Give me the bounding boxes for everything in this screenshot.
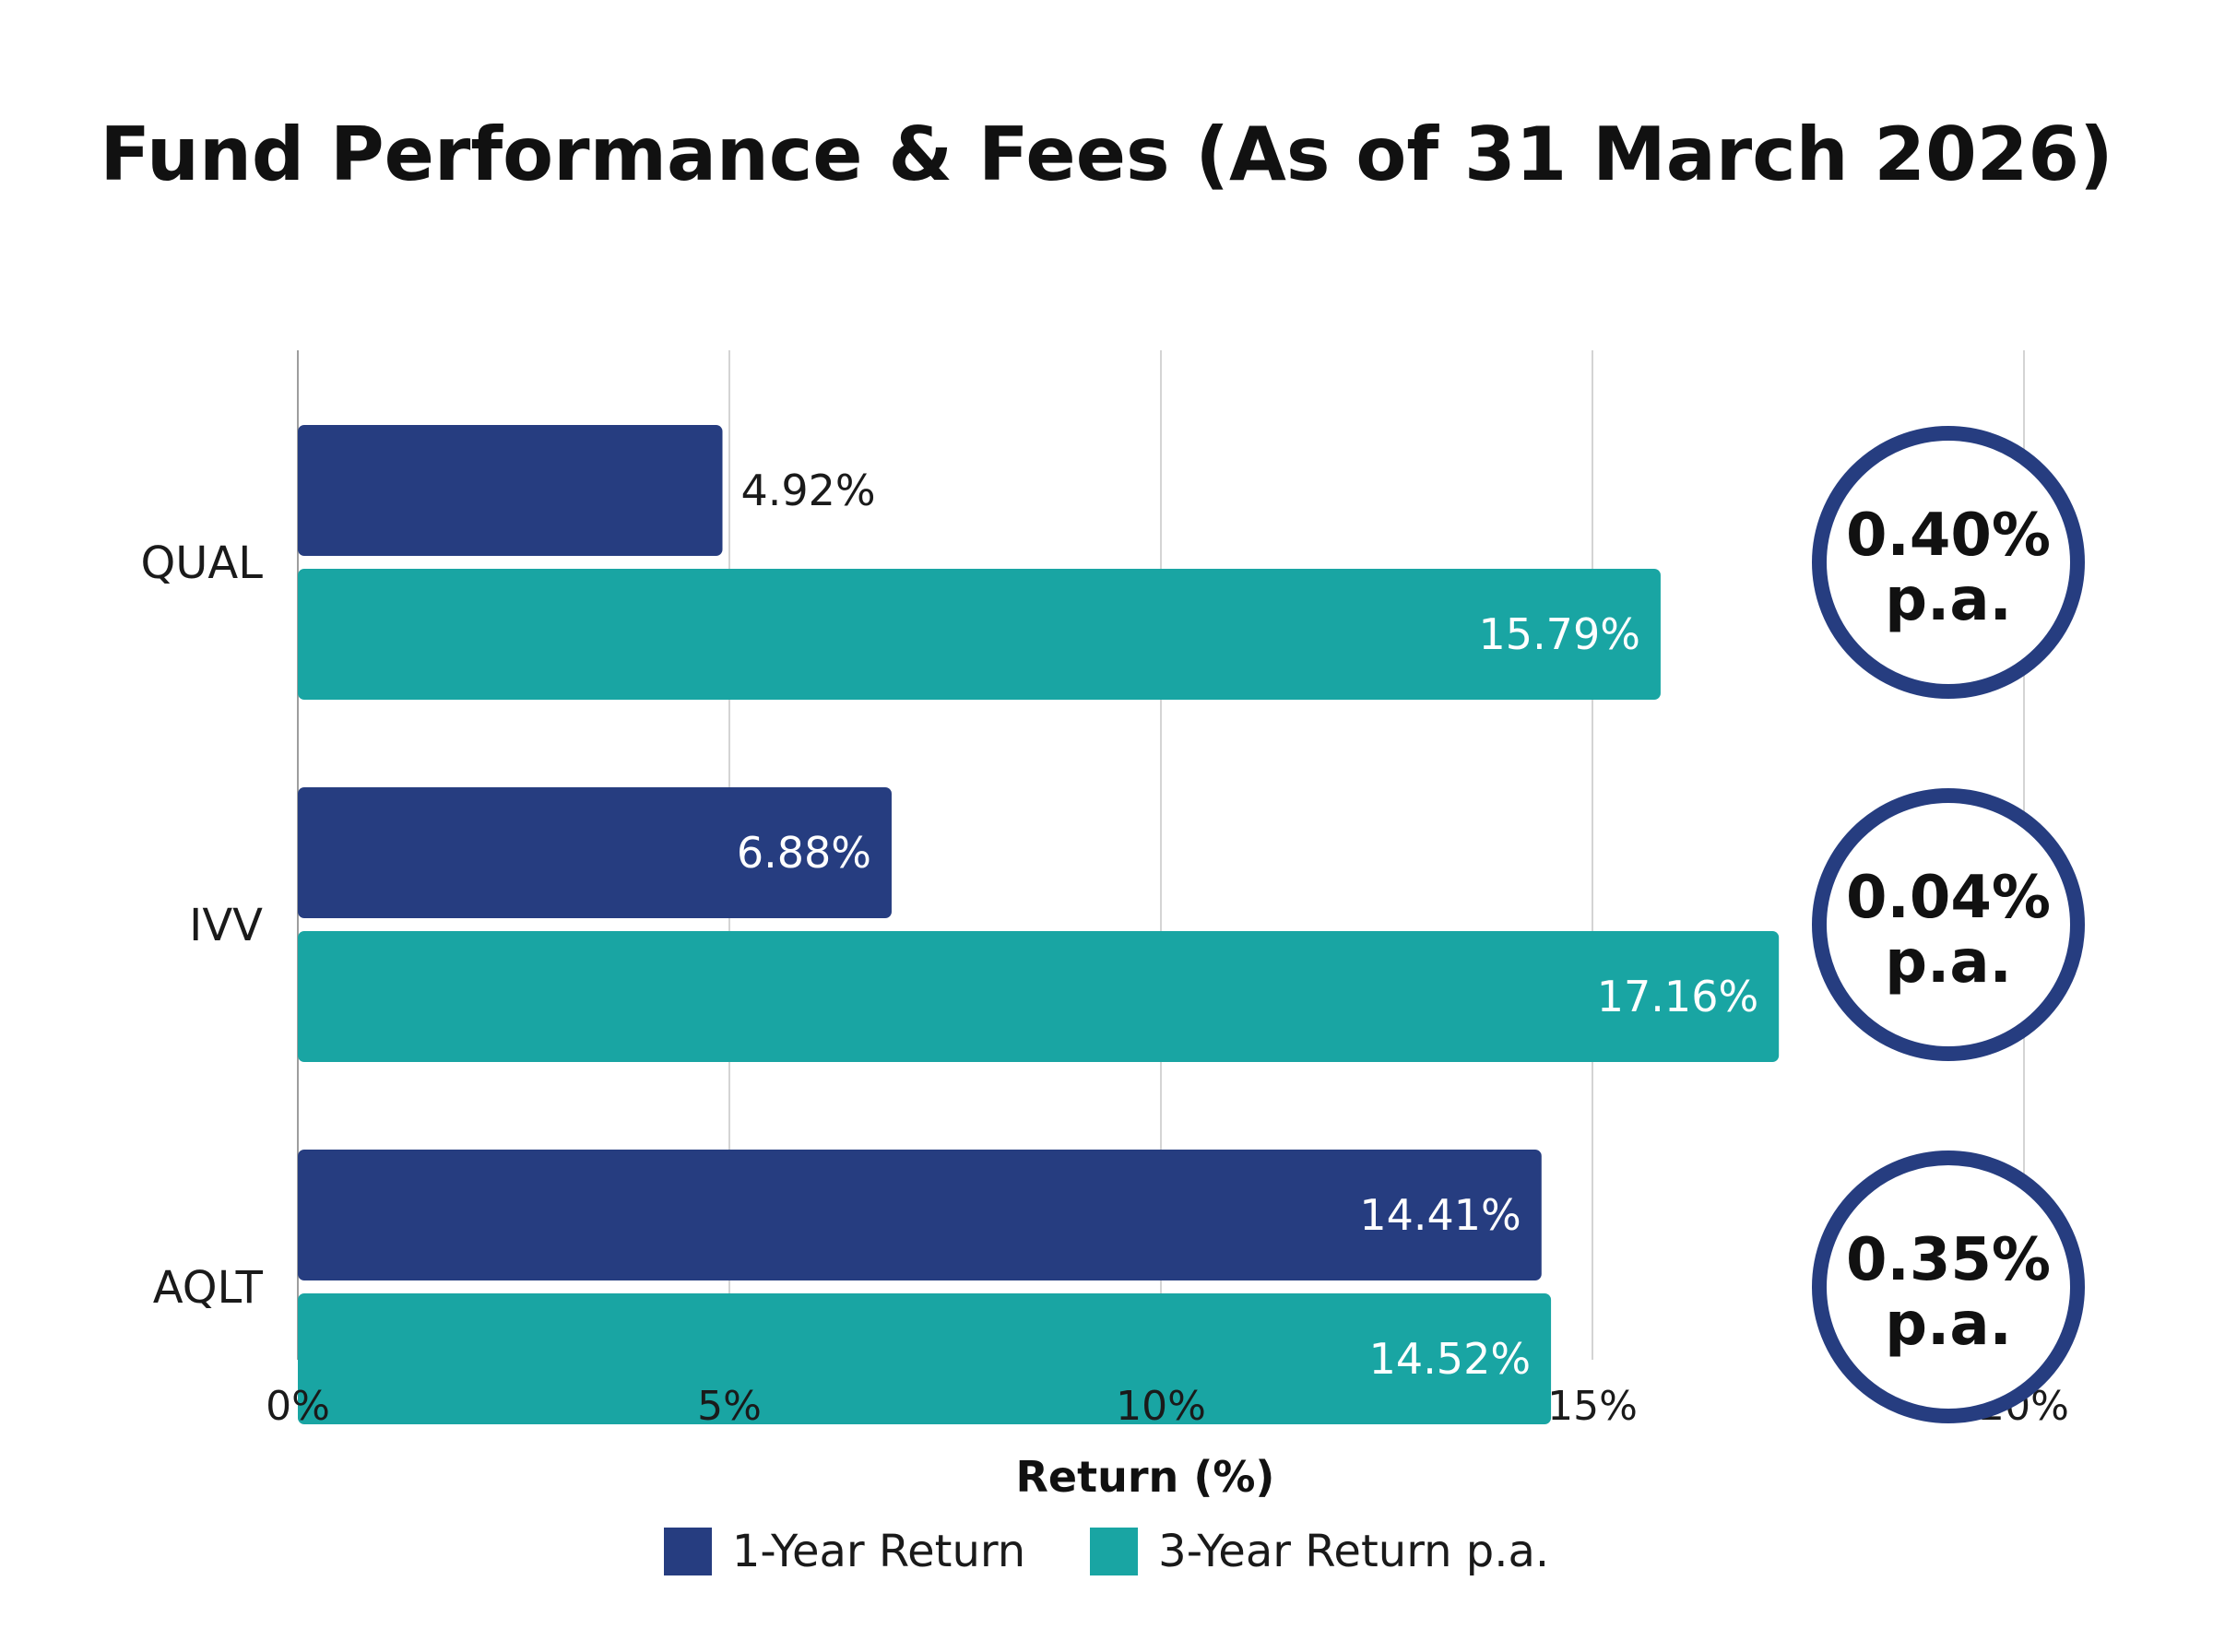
data-label: 4.92% [741, 466, 876, 515]
legend-label: 3-Year Return p.a. [1158, 1526, 1550, 1577]
legend-item: 1-Year Return [663, 1526, 1026, 1577]
data-label: 15.79% [1479, 609, 1640, 659]
legend-swatch [663, 1528, 712, 1575]
fee-unit: p.a. [1885, 566, 2012, 634]
fee-unit: p.a. [1885, 1291, 2012, 1359]
fee-badges: 0.40%p.a.0.04%p.a.0.35%p.a. [1812, 426, 2085, 1423]
x-tick-label: 10% [1116, 1383, 1206, 1430]
bar-3-year [298, 931, 1780, 1062]
bar-1-year [298, 787, 892, 918]
fee-circle [1812, 788, 2085, 1061]
bar-3-year [298, 569, 1661, 700]
bar-1-year [298, 425, 723, 556]
category-label: IVV [189, 900, 263, 951]
data-label: 17.16% [1597, 972, 1758, 1021]
data-label: 6.88% [737, 828, 871, 878]
bar-1-year [298, 1150, 1542, 1280]
bars [298, 425, 1780, 1424]
fee-circle [1812, 1150, 2085, 1423]
data-label: 14.52% [1369, 1334, 1531, 1384]
x-tick-label: 5% [697, 1383, 762, 1430]
chart-title: Fund Performance & Fees (As of 31 March … [100, 112, 2113, 197]
legend-label: 1-Year Return [731, 1526, 1026, 1577]
category-label: AQLT [153, 1262, 264, 1314]
x-tick-label: 0% [266, 1383, 330, 1430]
data-label: 14.41% [1359, 1190, 1521, 1240]
category-label: QUAL [141, 537, 264, 589]
fee-unit: p.a. [1885, 928, 2012, 997]
fee-circle [1812, 426, 2085, 699]
x-tick-label: 15% [1547, 1383, 1638, 1430]
legend-item: 3-Year Return p.a. [1090, 1526, 1549, 1577]
fee-value: 0.04% [1846, 864, 2051, 932]
fee-value: 0.40% [1846, 502, 2051, 570]
bar-3-year [298, 1293, 1552, 1424]
fee-value: 0.35% [1846, 1226, 2051, 1294]
legend-swatch [1090, 1528, 1139, 1575]
x-axis-title: Return (%) [1016, 1452, 1275, 1502]
legend: 1-Year Return 3-Year Return p.a. [0, 1526, 2213, 1577]
